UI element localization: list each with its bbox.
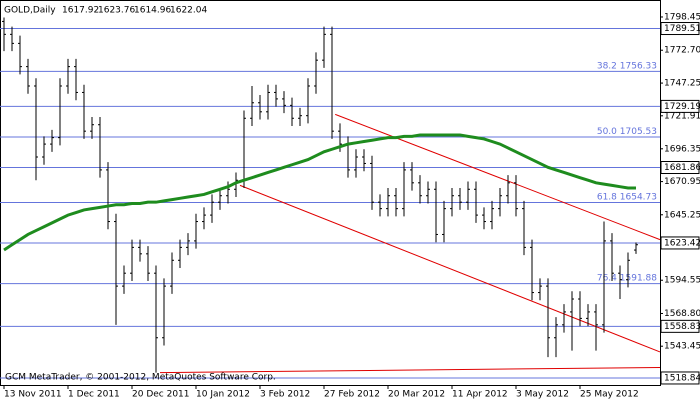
y-tick-label: 1670.95 (664, 177, 700, 187)
level-label: 1558.83 (664, 322, 700, 332)
y-tick-label: 1696.35 (664, 144, 700, 154)
fib-value: 1654.73 (620, 192, 657, 202)
level-label: 1681.86 (664, 163, 700, 173)
fib-label: 38.2 1756.33 (597, 61, 657, 71)
level-box (660, 371, 700, 385)
level-box (660, 99, 700, 113)
x-tick-label: 10 Jan 2012 (196, 390, 250, 400)
fib-label: 61.8 1654.73 (597, 192, 657, 202)
trendline (239, 184, 661, 353)
x-tick-label: 27 Feb 2012 (324, 390, 380, 400)
fib-label: 50.0 1705.53 (597, 126, 657, 136)
y-tick-label: 1772.70 (664, 46, 700, 56)
x-tick-label: 1 Dec 2011 (68, 390, 120, 400)
x-tick-label: 25 May 2012 (580, 390, 639, 400)
trendline (159, 366, 661, 374)
fib-label: 76.4 1591.88 (597, 273, 657, 283)
fib-value: 1705.53 (620, 126, 657, 136)
level-label: 1789.51 (664, 24, 700, 34)
level-box (660, 161, 700, 175)
y-tick-label: 1543.45 (664, 342, 700, 352)
ohlc-close: 1622.04 (170, 6, 207, 16)
fib-ratio: 38.2 (597, 61, 617, 71)
plot-frame (0, 0, 661, 386)
fib-ratio: 50.0 (597, 126, 617, 136)
trendline (335, 113, 661, 241)
level-box (660, 22, 700, 36)
y-tick-label: 1568.80 (664, 309, 700, 319)
x-tick-label: 3 May 2012 (516, 390, 569, 400)
x-tick-label: 20 Dec 2011 (132, 390, 190, 400)
y-tick-label: 1747.25 (664, 79, 700, 89)
fib-value: 1756.33 (620, 61, 657, 71)
x-tick-label: 11 Apr 2012 (452, 390, 508, 400)
x-tick-label: 13 Nov 2011 (4, 390, 62, 400)
level-box (660, 236, 700, 250)
ohlc-low: 1614.96 (134, 6, 171, 16)
fib-ratio: 76.4 (597, 273, 617, 283)
level-label: 1518.84 (664, 373, 700, 383)
level-box (660, 319, 700, 333)
symbol-label: GOLD,Daily (4, 6, 56, 16)
moving-average (3, 133, 636, 252)
y-tick-label: 1594.55 (664, 276, 700, 286)
y-tick-label: 1721.91 (664, 111, 700, 121)
footer: GCM MetaTrader, © 2001-2012, MetaQuotes … (5, 373, 276, 383)
ohlc-open: 1617.92 (62, 6, 99, 16)
fib-value: 1591.88 (620, 273, 657, 283)
y-tick-label: 1645.25 (664, 210, 700, 220)
ohlc-high: 1623.76 (98, 6, 135, 16)
x-tick-label: 20 Mar 2012 (388, 390, 445, 400)
level-label: 1623.42 (664, 238, 700, 248)
y-tick-label: 1798.45 (664, 12, 700, 22)
level-label: 1729.19 (664, 102, 700, 112)
fib-ratio: 61.8 (597, 192, 617, 202)
x-tick-label: 3 Feb 2012 (260, 390, 310, 400)
